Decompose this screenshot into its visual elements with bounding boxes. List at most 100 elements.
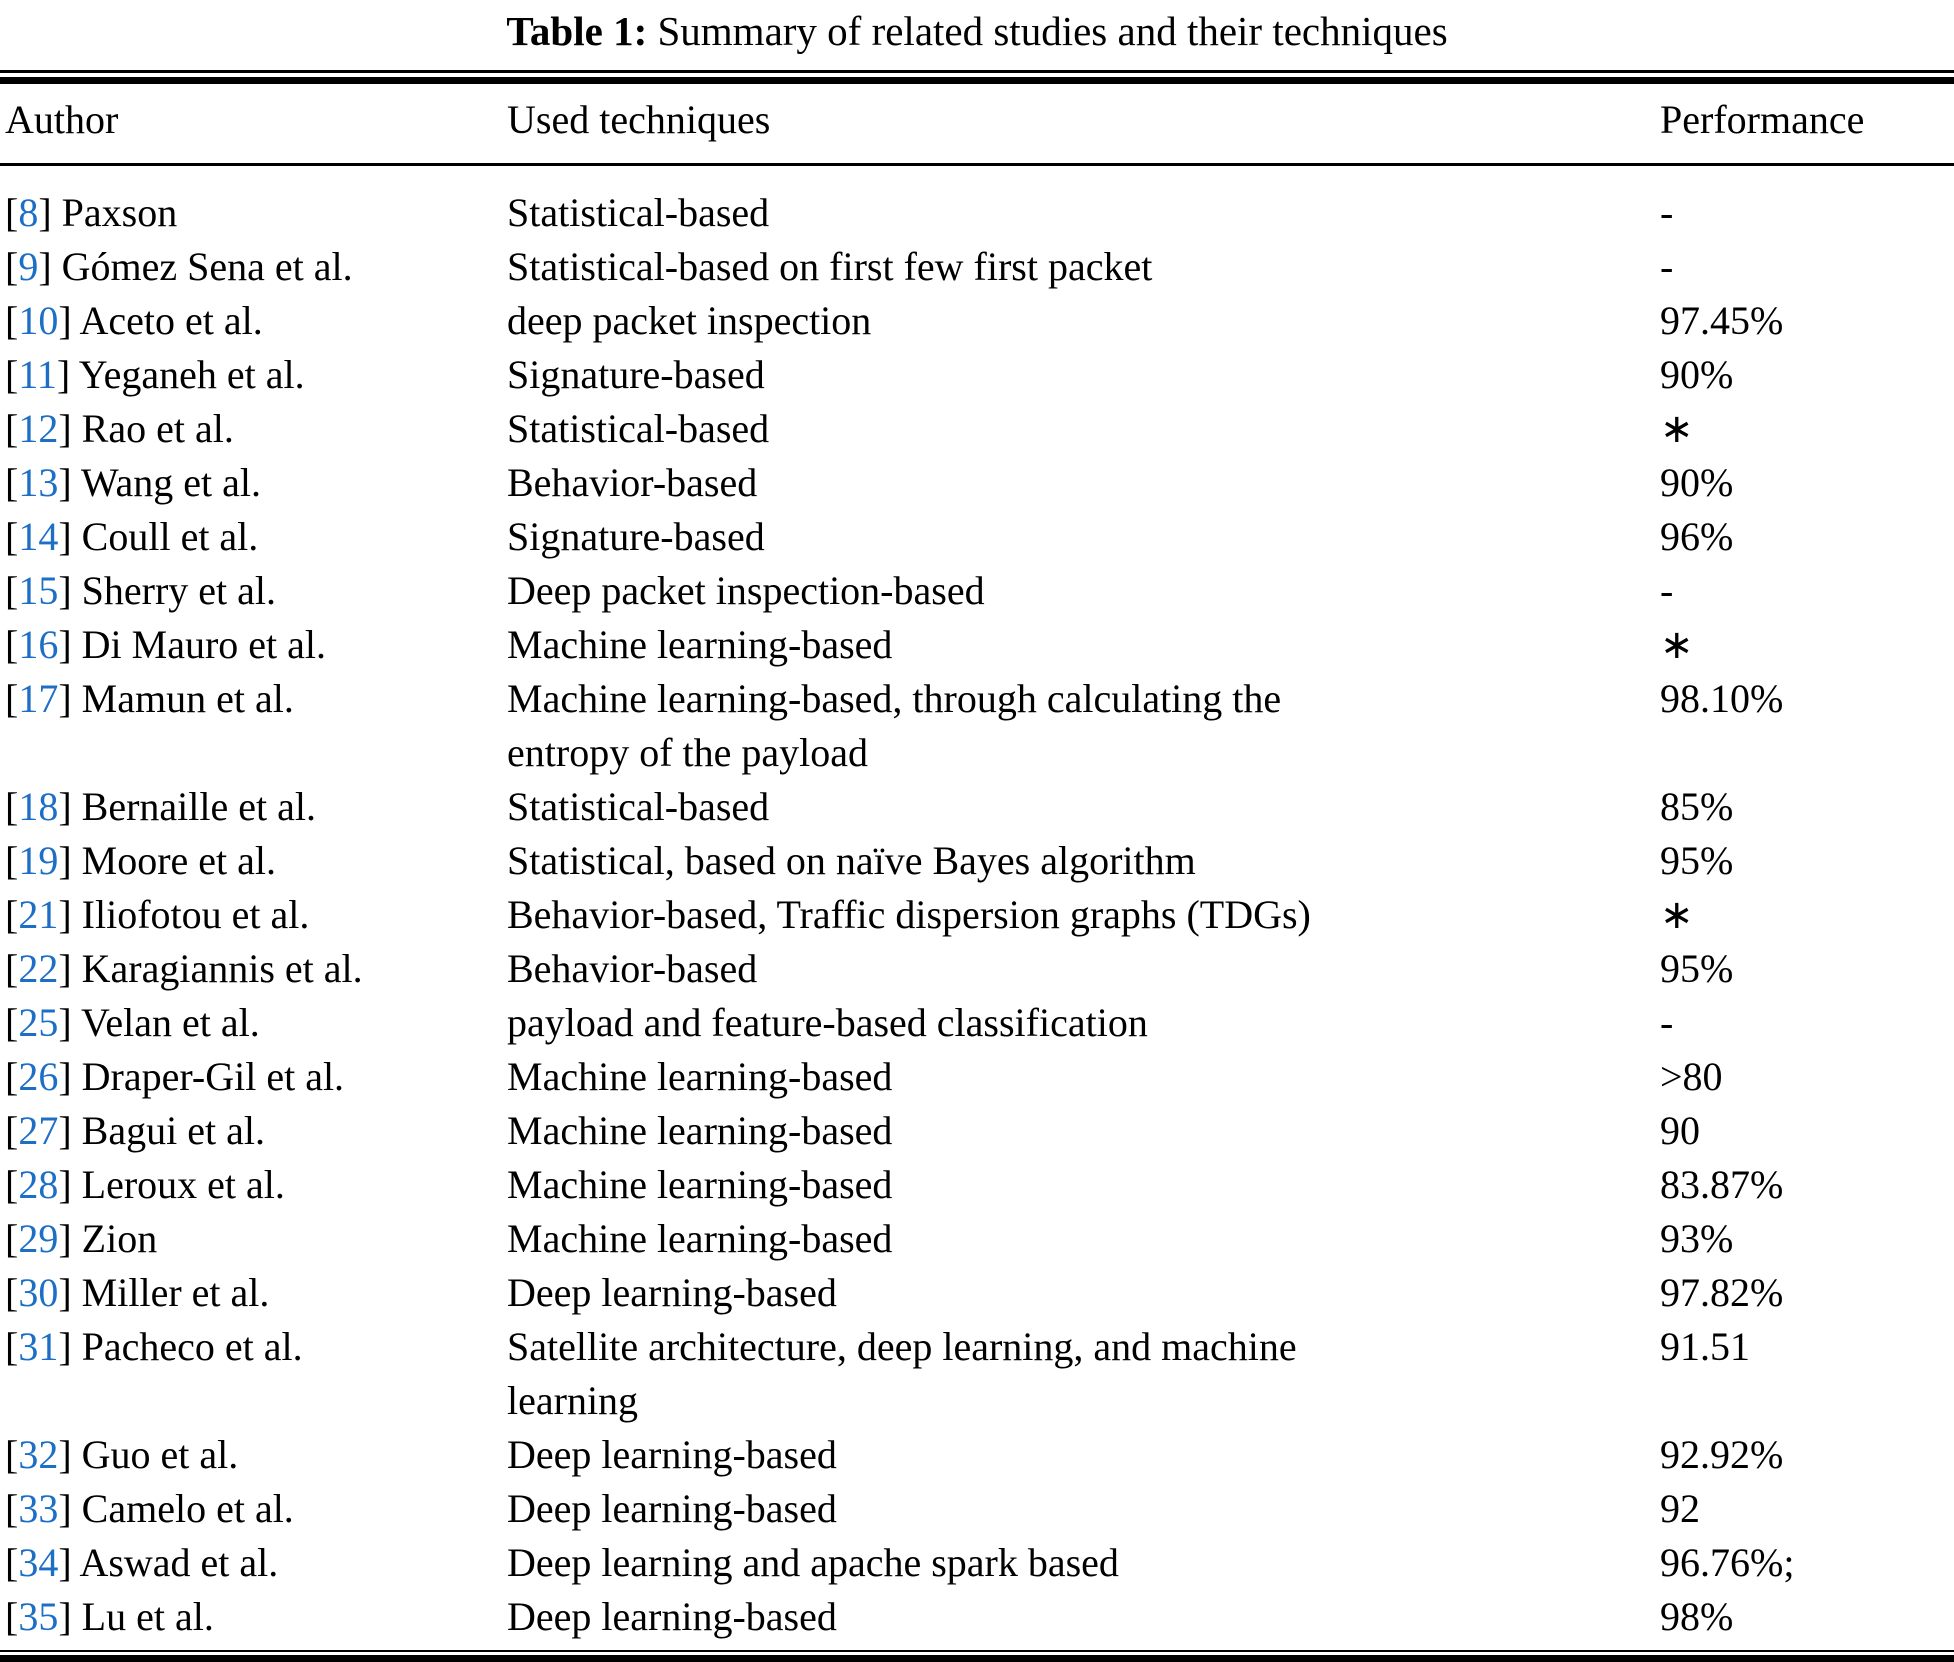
table-header-row: Author Used techniques Performance <box>0 84 1954 163</box>
author-name: Leroux et al. <box>81 1162 285 1207</box>
citation-link[interactable]: 29 <box>18 1216 59 1261</box>
performance-cell: 95% <box>1660 946 1734 991</box>
citation-link[interactable]: 12 <box>18 406 59 451</box>
author-name: Moore et al. <box>81 838 277 883</box>
citation-link[interactable]: 25 <box>18 1000 59 1045</box>
citation-link[interactable]: 31 <box>18 1324 59 1369</box>
table-body: [8] Paxson Statistical-based - [9] Gómez… <box>0 166 1954 1648</box>
performance-cell: - <box>1660 568 1674 613</box>
citation-open-bracket: [ <box>5 1054 19 1099</box>
author-name: Zion <box>81 1216 158 1261</box>
author-cell: [32] Guo et al. <box>5 1428 507 1482</box>
citation-open-bracket: [ <box>5 1108 19 1153</box>
citation-link[interactable]: 8 <box>18 190 39 235</box>
citation-close-bracket: ] <box>58 460 72 505</box>
citation-link[interactable]: 26 <box>18 1054 59 1099</box>
citation-link[interactable]: 35 <box>18 1594 59 1639</box>
table-row: [14] Coull et al. Signature-based 96% <box>0 510 1954 564</box>
table-row: [19] Moore et al. Statistical, based on … <box>0 834 1954 888</box>
table-row: [16] Di Mauro et al. Machine learning-ba… <box>0 618 1954 672</box>
citation-open-bracket: [ <box>5 244 19 289</box>
column-header-author: Author <box>5 97 119 142</box>
bottom-rule-thick-line <box>0 1655 1954 1662</box>
technique-cell: Deep packet inspection-based <box>507 568 985 613</box>
citation-close-bracket: ] <box>58 1540 72 1585</box>
citation-open-bracket: [ <box>5 298 19 343</box>
technique-cell: Deep learning and apache spark based <box>507 1540 1119 1585</box>
citation-link[interactable]: 30 <box>18 1270 59 1315</box>
performance-cell: 98% <box>1660 1594 1734 1639</box>
performance-cell: 93% <box>1660 1216 1734 1261</box>
author-cell: [10] Aceto et al. <box>5 294 507 348</box>
citation-close-bracket: ] <box>58 622 72 667</box>
citation-link[interactable]: 17 <box>18 676 59 721</box>
author-name: Aswad et al. <box>79 1540 279 1585</box>
author-name: Iliofotou et al. <box>81 892 310 937</box>
citation-close-bracket: ] <box>38 190 52 235</box>
author-cell: [22] Karagiannis et al. <box>5 942 507 996</box>
technique-cell: Statistical-based <box>507 784 770 829</box>
technique-cell: Machine learning-based <box>507 1054 893 1099</box>
citation-link[interactable]: 27 <box>18 1108 59 1153</box>
citation-link[interactable]: 13 <box>18 460 59 505</box>
author-cell: [27] Bagui et al. <box>5 1104 507 1158</box>
author-name: Aceto et al. <box>79 298 263 343</box>
performance-cell: - <box>1660 244 1674 289</box>
citation-link[interactable]: 33 <box>18 1486 59 1531</box>
citation-close-bracket: ] <box>58 892 72 937</box>
table-row: [8] Paxson Statistical-based - <box>0 186 1954 240</box>
citation-link[interactable]: 22 <box>18 946 59 991</box>
author-name: Velan et al. <box>80 1000 260 1045</box>
technique-cell: Deep learning-based <box>507 1432 837 1477</box>
paper-table-page: Table 1: Summary of related studies and … <box>0 6 1954 1662</box>
citation-link[interactable]: 19 <box>18 838 59 883</box>
citation-link[interactable]: 15 <box>18 568 59 613</box>
citation-open-bracket: [ <box>5 784 19 829</box>
citation-link[interactable]: 11 <box>18 352 57 397</box>
performance-cell: - <box>1660 190 1674 235</box>
performance-cell: 96.76%; <box>1660 1540 1795 1585</box>
technique-cell: Signature-based <box>507 352 765 397</box>
technique-cell: Deep learning-based <box>507 1486 837 1531</box>
citation-close-bracket: ] <box>58 1324 72 1369</box>
citation-link[interactable]: 18 <box>18 784 59 829</box>
citation-link[interactable]: 14 <box>18 514 59 559</box>
citation-open-bracket: [ <box>5 1324 19 1369</box>
author-cell: [35] Lu et al. <box>5 1590 507 1644</box>
citation-close-bracket: ] <box>58 1432 72 1477</box>
table-row: [13] Wang et al. Behavior-based 90% <box>0 456 1954 510</box>
table-row: [35] Lu et al. Deep learning-based 98% <box>0 1590 1954 1644</box>
author-cell: [16] Di Mauro et al. <box>5 618 507 672</box>
author-cell: [17] Mamun et al. <box>5 672 507 780</box>
performance-cell: >80 <box>1660 1054 1723 1099</box>
performance-cell: 97.45% <box>1660 298 1784 343</box>
citation-close-bracket: ] <box>38 244 52 289</box>
table-row: [31] Pacheco et al. Satellite architectu… <box>0 1320 1954 1428</box>
technique-cell: Machine learning-based, through calculat… <box>507 676 1282 775</box>
citation-link[interactable]: 21 <box>18 892 59 937</box>
table-row: [34] Aswad et al. Deep learning and apac… <box>0 1536 1954 1590</box>
table-caption-label: Table 1: <box>506 8 648 54</box>
author-name: Di Mauro et al. <box>81 622 327 667</box>
citation-close-bracket: ] <box>58 838 72 883</box>
citation-link[interactable]: 34 <box>18 1540 59 1585</box>
technique-cell: Machine learning-based <box>507 1216 893 1261</box>
table-row: [21] Iliofotou et al. Behavior-based, Tr… <box>0 888 1954 942</box>
citation-link[interactable]: 16 <box>18 622 59 667</box>
column-header-used-techniques: Used techniques <box>507 97 771 142</box>
citation-link[interactable]: 10 <box>18 298 59 343</box>
technique-cell: Behavior-based, Traffic dispersion graph… <box>507 892 1311 937</box>
citation-open-bracket: [ <box>5 1216 19 1261</box>
author-cell: [28] Leroux et al. <box>5 1158 507 1212</box>
author-name: Camelo et al. <box>81 1486 294 1531</box>
technique-cell: deep packet inspection <box>507 298 872 343</box>
author-name: Draper-Gil et al. <box>81 1054 345 1099</box>
table-row: [11] Yeganeh et al. Signature-based 90% <box>0 348 1954 402</box>
citation-open-bracket: [ <box>5 190 19 235</box>
table-caption: Table 1: Summary of related studies and … <box>0 6 1954 56</box>
author-cell: [30] Miller et al. <box>5 1266 507 1320</box>
citation-link[interactable]: 9 <box>18 244 39 289</box>
citation-link[interactable]: 32 <box>18 1432 59 1477</box>
technique-cell: Satellite architecture, deep learning, a… <box>507 1324 1297 1423</box>
citation-link[interactable]: 28 <box>18 1162 59 1207</box>
